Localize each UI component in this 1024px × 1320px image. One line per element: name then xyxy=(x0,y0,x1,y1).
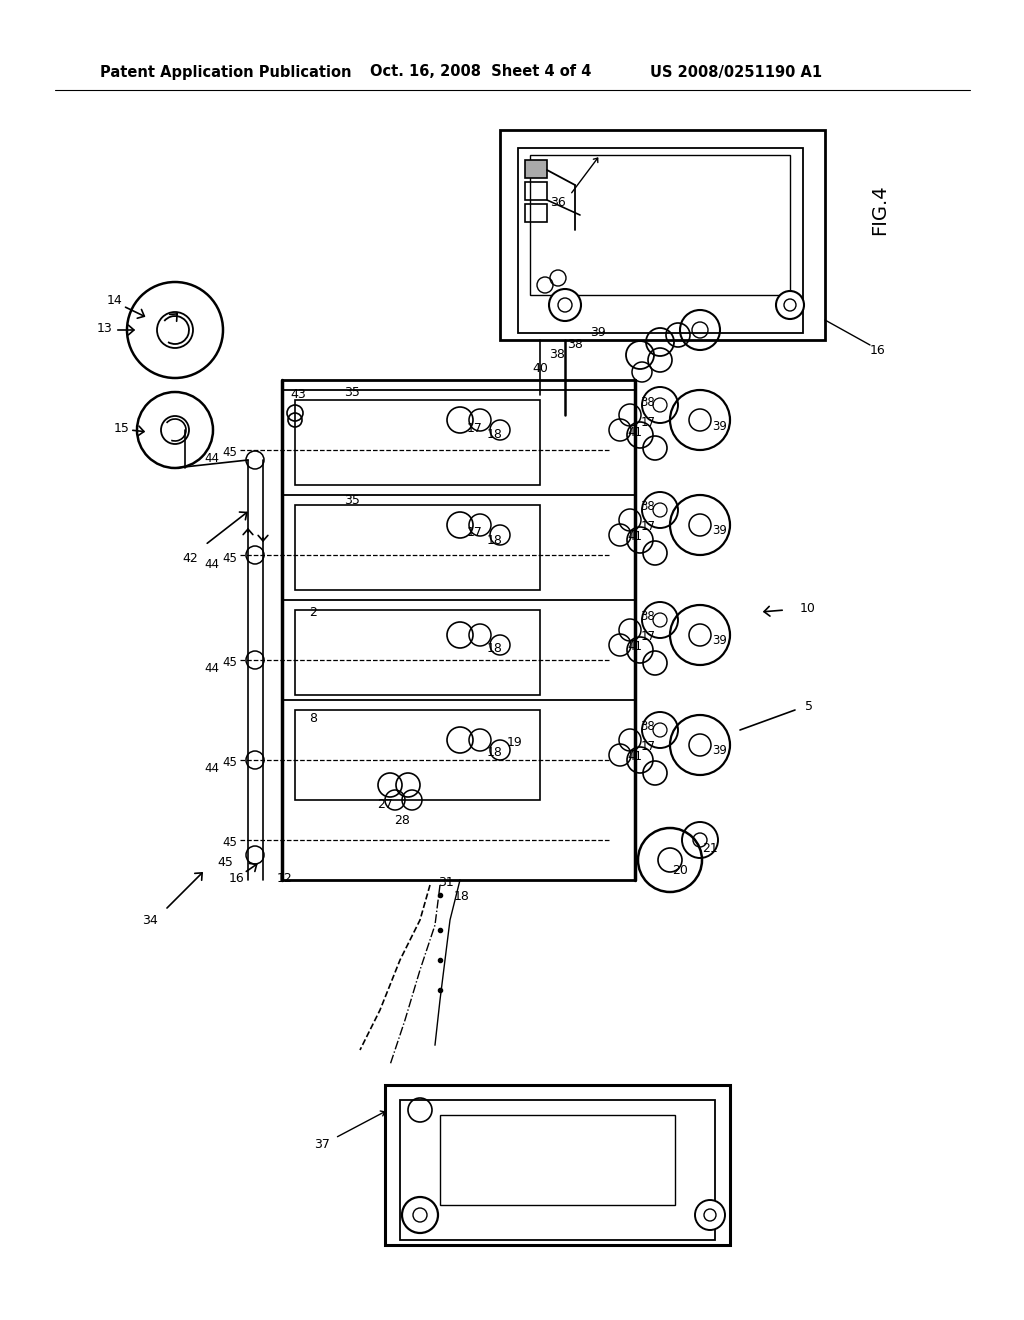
Text: 38: 38 xyxy=(641,500,655,513)
Text: 13: 13 xyxy=(97,322,113,334)
Text: 44: 44 xyxy=(205,661,219,675)
Text: 38: 38 xyxy=(641,610,655,623)
Text: 45: 45 xyxy=(222,446,238,458)
Circle shape xyxy=(246,651,264,669)
Text: 10: 10 xyxy=(800,602,816,615)
Bar xyxy=(525,182,547,201)
Text: 19: 19 xyxy=(507,735,523,748)
Circle shape xyxy=(402,1197,438,1233)
Text: 40: 40 xyxy=(532,362,548,375)
Text: 34: 34 xyxy=(142,913,158,927)
Text: 35: 35 xyxy=(344,494,360,507)
Text: 38: 38 xyxy=(641,396,655,408)
Text: 17: 17 xyxy=(467,527,483,540)
Text: 38: 38 xyxy=(641,721,655,734)
Text: 18: 18 xyxy=(487,429,503,441)
Circle shape xyxy=(246,846,264,865)
Text: Patent Application Publication: Patent Application Publication xyxy=(100,65,351,79)
Text: 8: 8 xyxy=(309,711,317,725)
Text: 39: 39 xyxy=(713,744,727,758)
Text: 41: 41 xyxy=(628,751,642,763)
Text: 27: 27 xyxy=(377,799,393,812)
Text: 18: 18 xyxy=(454,891,470,903)
Text: 44: 44 xyxy=(205,762,219,775)
Bar xyxy=(400,1100,715,1239)
Circle shape xyxy=(638,828,702,892)
Text: 45: 45 xyxy=(222,756,238,770)
Text: 41: 41 xyxy=(628,640,642,653)
Text: 41: 41 xyxy=(628,425,642,438)
Text: 21: 21 xyxy=(702,842,718,854)
Circle shape xyxy=(246,451,264,469)
Text: 17: 17 xyxy=(640,741,655,754)
Text: 38: 38 xyxy=(549,347,565,360)
Text: Oct. 16, 2008  Sheet 4 of 4: Oct. 16, 2008 Sheet 4 of 4 xyxy=(370,65,592,79)
Text: 45: 45 xyxy=(222,656,238,669)
Text: 14: 14 xyxy=(108,293,123,306)
Bar xyxy=(518,148,803,333)
Text: 45: 45 xyxy=(222,837,238,850)
Text: 42: 42 xyxy=(182,552,198,565)
Circle shape xyxy=(776,290,804,319)
Text: 35: 35 xyxy=(344,387,360,400)
Bar xyxy=(385,1085,730,1245)
Bar xyxy=(295,610,540,696)
Circle shape xyxy=(137,392,213,469)
Text: 43: 43 xyxy=(290,388,306,401)
Circle shape xyxy=(127,282,223,378)
Bar xyxy=(525,160,547,178)
Bar xyxy=(295,710,540,800)
Text: 18: 18 xyxy=(487,642,503,655)
Bar xyxy=(525,205,547,222)
Circle shape xyxy=(549,289,581,321)
Bar xyxy=(530,154,790,294)
Text: 39: 39 xyxy=(713,420,727,433)
Text: 12: 12 xyxy=(278,871,293,884)
Circle shape xyxy=(695,1200,725,1230)
Circle shape xyxy=(246,546,264,564)
Bar xyxy=(500,129,825,341)
Text: 37: 37 xyxy=(314,1138,330,1151)
Text: 17: 17 xyxy=(640,416,655,429)
Text: 18: 18 xyxy=(487,533,503,546)
Text: 36: 36 xyxy=(550,195,566,209)
Text: 17: 17 xyxy=(640,520,655,533)
Text: 39: 39 xyxy=(713,524,727,537)
Bar xyxy=(440,1115,675,1205)
Text: 15: 15 xyxy=(114,421,130,434)
Circle shape xyxy=(670,605,730,665)
Text: 38: 38 xyxy=(567,338,583,351)
Circle shape xyxy=(670,389,730,450)
Text: 39: 39 xyxy=(713,635,727,648)
Text: 44: 44 xyxy=(205,557,219,570)
Text: 16: 16 xyxy=(870,343,886,356)
Text: 17: 17 xyxy=(467,421,483,434)
Text: 17: 17 xyxy=(640,631,655,644)
Text: 45: 45 xyxy=(217,855,232,869)
Text: FIG.4: FIG.4 xyxy=(870,185,890,235)
Circle shape xyxy=(670,715,730,775)
Text: 16: 16 xyxy=(229,871,245,884)
Text: 20: 20 xyxy=(672,863,688,876)
Bar xyxy=(295,506,540,590)
Text: 28: 28 xyxy=(394,813,410,826)
Text: 45: 45 xyxy=(222,552,238,565)
Text: 44: 44 xyxy=(205,451,219,465)
Text: 39: 39 xyxy=(590,326,606,338)
Text: 5: 5 xyxy=(805,701,813,714)
Text: US 2008/0251190 A1: US 2008/0251190 A1 xyxy=(650,65,822,79)
Circle shape xyxy=(246,751,264,770)
Circle shape xyxy=(670,495,730,554)
Text: 2: 2 xyxy=(309,606,317,619)
Text: 41: 41 xyxy=(628,531,642,544)
Text: 18: 18 xyxy=(487,746,503,759)
Bar xyxy=(295,400,540,484)
Text: 31: 31 xyxy=(438,875,454,888)
